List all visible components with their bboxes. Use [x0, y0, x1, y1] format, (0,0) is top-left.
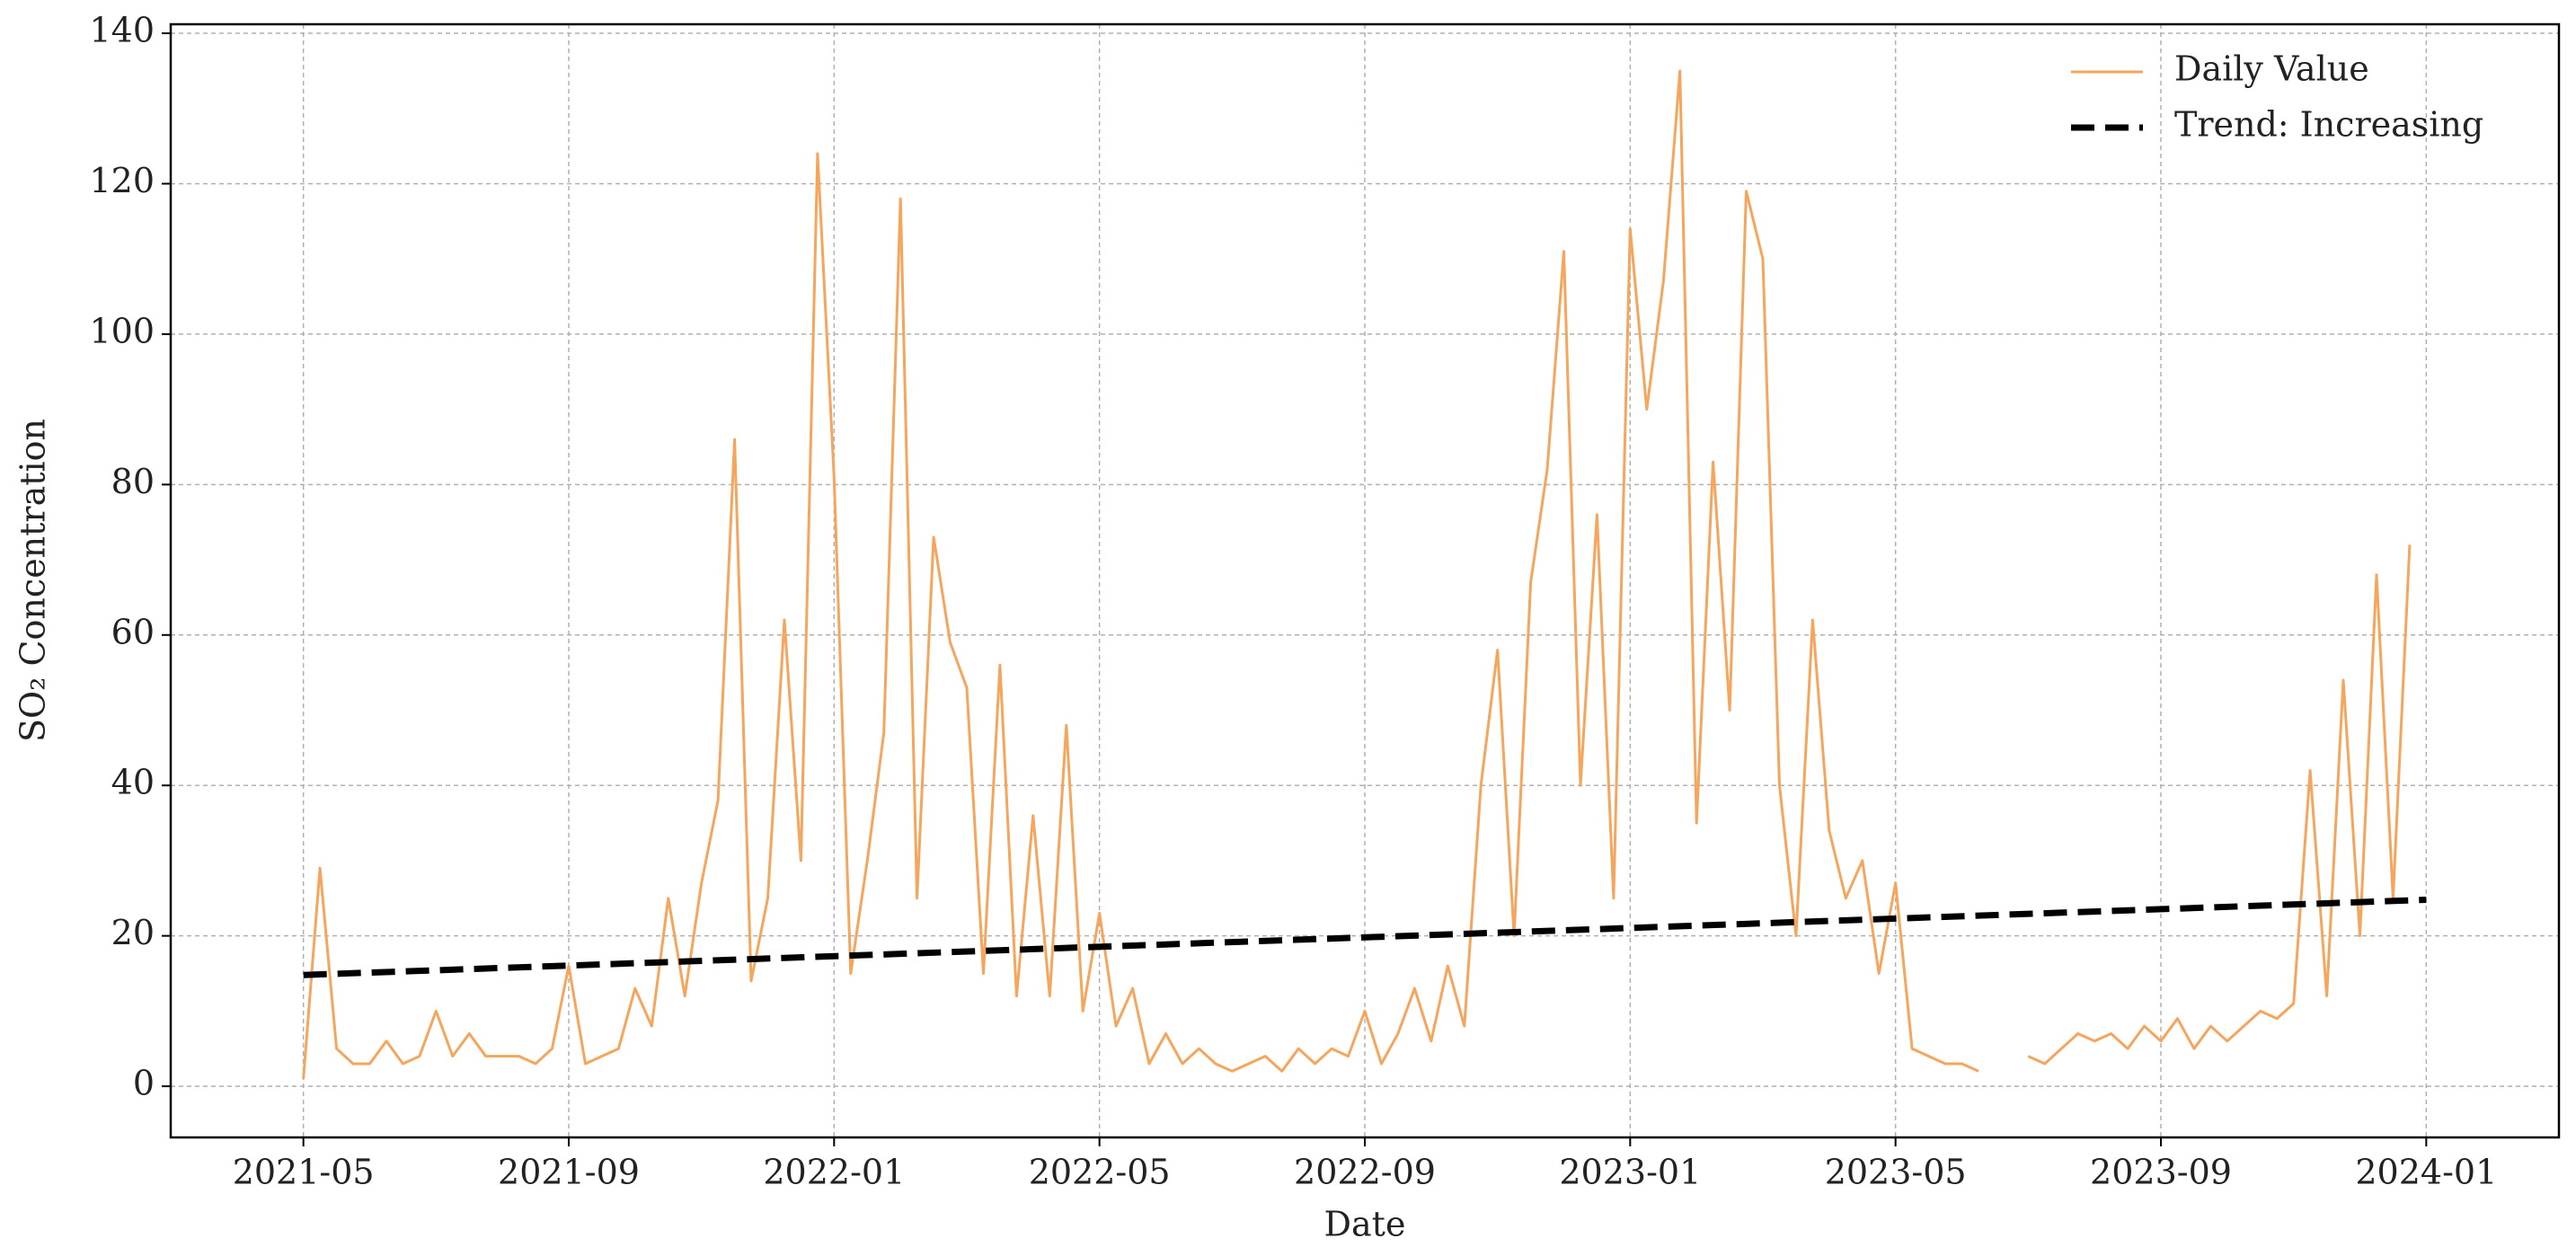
y-tick-label: 100 [89, 311, 155, 350]
x-tick-label: 2021-05 [233, 1153, 375, 1192]
x-tick-label: 2023-01 [1559, 1153, 1701, 1192]
x-tick-label: 2021-09 [498, 1153, 640, 1192]
y-tick-label: 140 [89, 11, 155, 50]
trend-line [303, 897, 2427, 978]
y-tick-label: 20 [111, 913, 155, 952]
x-tick-label: 2023-05 [1825, 1153, 1967, 1192]
y-tick-label: 40 [111, 763, 155, 802]
y-axis-label: SO₂ Concentration [13, 419, 53, 742]
y-tick-label: 60 [111, 612, 155, 651]
x-tick-label: 2022-09 [1294, 1153, 1436, 1192]
y-tick-label: 120 [89, 161, 155, 200]
legend-label: Daily Value [2174, 49, 2369, 89]
x-tick-label: 2023-09 [2090, 1153, 2232, 1192]
x-tick-label: 2024-01 [2355, 1153, 2497, 1192]
legend-label: Trend: Increasing [2174, 105, 2483, 145]
x-tick-label: 2022-01 [763, 1153, 905, 1192]
data-line [302, 69, 2412, 1079]
plot-frame [169, 22, 2561, 1139]
x-axis-label: Date [1324, 1205, 1406, 1244]
y-tick-label: 80 [111, 462, 155, 501]
x-tick-label: 2022-05 [1029, 1153, 1171, 1192]
y-tick-label: 0 [133, 1064, 155, 1103]
